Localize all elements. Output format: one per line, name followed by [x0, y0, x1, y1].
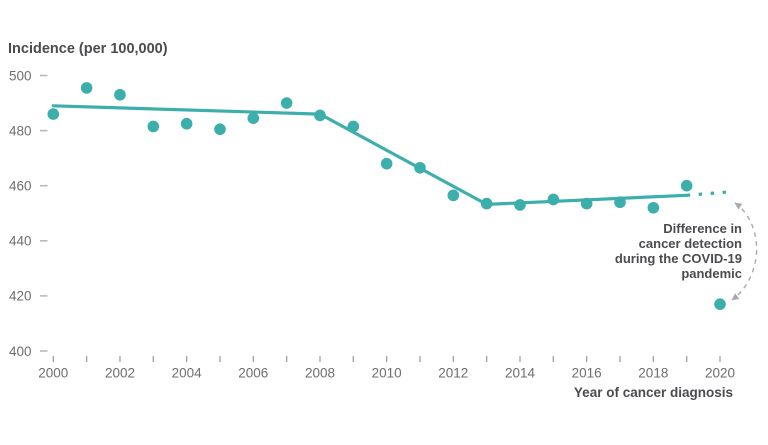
data-point [547, 193, 560, 206]
data-point [580, 197, 593, 210]
annotation-line: pandemic [681, 266, 742, 281]
trend-line-solid [51, 104, 689, 206]
difference-arrow [731, 202, 758, 301]
annotation-line: during the COVID-19 [615, 251, 742, 266]
difference-arrow-path [731, 202, 758, 301]
x-tick-label: 2002 [105, 366, 135, 381]
data-points [47, 82, 726, 310]
x-tick-label: 2008 [305, 366, 335, 381]
x-tick-label: 2012 [438, 366, 468, 381]
y-tick-label: 420 [9, 289, 32, 304]
x-tick-label: 2020 [705, 366, 735, 381]
data-point [380, 157, 393, 170]
data-point [147, 120, 160, 133]
data-point [714, 298, 726, 310]
data-point [80, 82, 93, 94]
x-tick-label: 2014 [505, 366, 536, 381]
data-point [347, 120, 360, 133]
data-point [514, 199, 526, 211]
data-point [480, 197, 493, 210]
data-point [280, 97, 293, 109]
x-tick-label: 2016 [572, 366, 602, 381]
data-point [180, 117, 193, 130]
x-tick-label: 2006 [238, 366, 268, 381]
data-point [47, 108, 60, 120]
data-point [414, 161, 426, 174]
annotation-line: cancer detection [639, 236, 742, 251]
x-axis: 2000 2002 2004 2006 2008 2010 2012 2014 2016 2018… [38, 356, 735, 381]
x-axis-title: Year of cancer diagnosis [574, 385, 733, 400]
y-tick-label: 400 [9, 344, 32, 359]
data-point [647, 201, 660, 214]
data-point [114, 88, 126, 101]
y-axis-title: Incidence (per 100,000) [8, 41, 168, 57]
y-tick-label: 460 [9, 179, 32, 194]
trend-line [51, 104, 729, 206]
data-point [314, 109, 326, 122]
y-tick-label: 440 [9, 234, 32, 249]
y-axis: 500 480 460 440 420 400 [9, 68, 48, 359]
x-tick-label: 2004 [172, 366, 203, 381]
data-point [680, 179, 693, 192]
trend-line-projected-dotted [686, 190, 729, 197]
data-point [214, 123, 226, 136]
x-tick-label: 2010 [372, 366, 402, 381]
data-point [447, 189, 460, 202]
x-tick-label: 2018 [638, 366, 668, 381]
y-tick-label: 500 [9, 68, 32, 83]
x-tick-label: 2000 [38, 366, 68, 381]
data-point [614, 196, 626, 209]
annotation-line: Difference in [663, 221, 742, 236]
data-point [247, 112, 260, 125]
y-tick-label: 480 [9, 123, 32, 138]
